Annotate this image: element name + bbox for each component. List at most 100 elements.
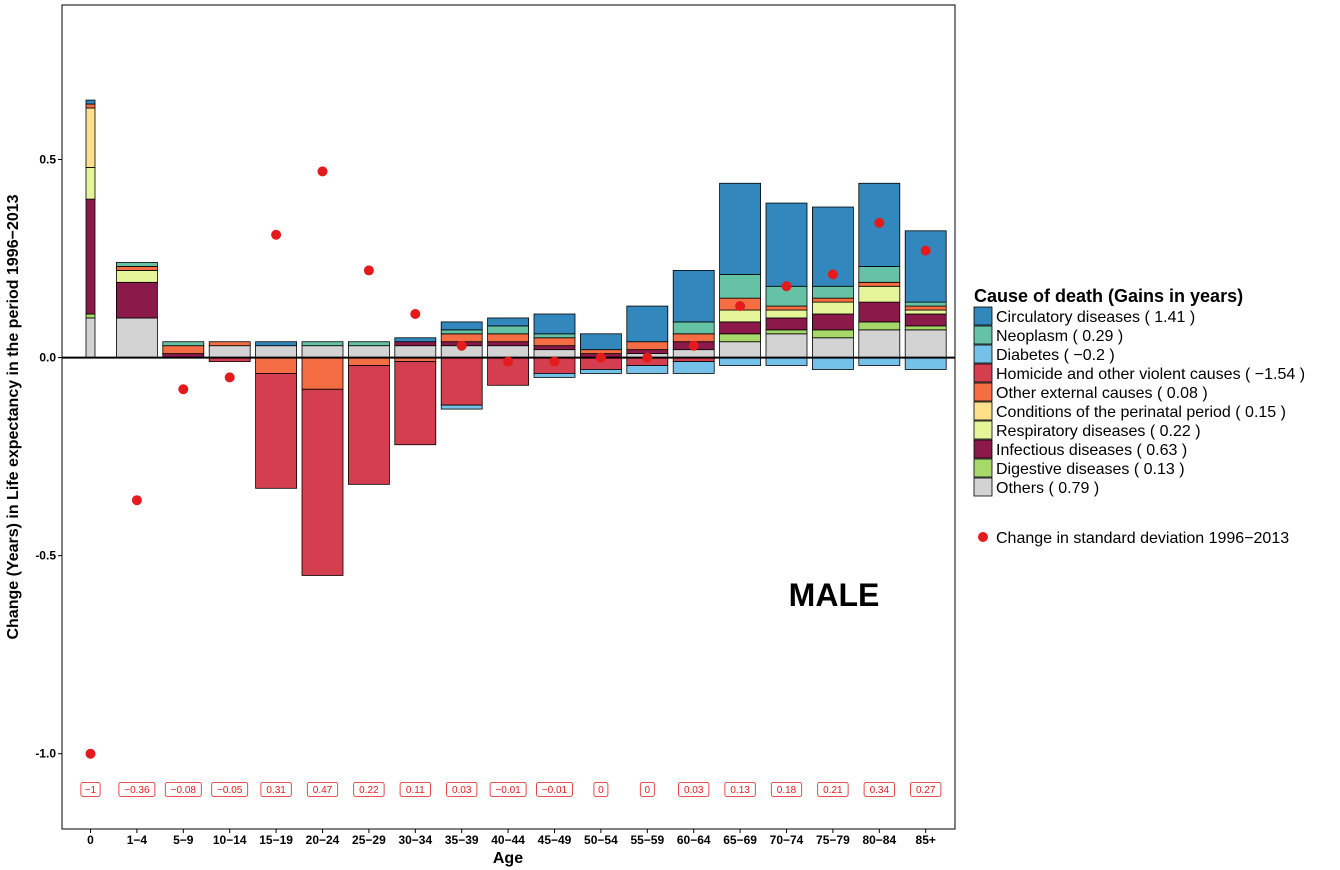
- legend-point: [978, 532, 988, 542]
- legend-label: Conditions of the perinatal period ( 0.1…: [996, 404, 1286, 421]
- sd-label-10-14: −0.05: [211, 781, 249, 797]
- bar-other-external-causes-60-64: [672, 333, 715, 343]
- bar-diabetes-60-64: [672, 361, 715, 374]
- bar-digestive-diseases-75-79: [812, 329, 854, 339]
- sd-point-20-24: [317, 166, 328, 177]
- sd-label-25-29: 0.22: [353, 781, 385, 797]
- sd-label-55-59: 0: [639, 781, 655, 797]
- sd-point-0: [85, 748, 96, 759]
- legend: Cause of death (Gains in years) Circulat…: [973, 286, 1305, 547]
- sd-label-1-4: −0.36: [118, 781, 156, 797]
- y-tick-label: -0.5: [35, 549, 56, 563]
- bar-others-80-84: [858, 329, 901, 358]
- sd-label-text: −0.36: [124, 785, 150, 796]
- x-tick-label: 0: [87, 833, 94, 847]
- sd-point-25-29: [363, 265, 374, 276]
- bar-diabetes-75-79: [812, 357, 854, 370]
- bar-other-external-causes-5-9: [162, 345, 205, 355]
- legend-swatch: [973, 344, 993, 364]
- bar-diabetes-70-74: [765, 357, 808, 366]
- sd-point-60-64: [688, 340, 699, 351]
- legend-label: Diabetes ( −0.2 ): [996, 347, 1115, 364]
- sd-point-1-4: [131, 495, 142, 506]
- bar-other-external-causes-70-74: [765, 305, 808, 311]
- legend-swatch: [973, 458, 993, 478]
- bar-others-20-24: [301, 345, 344, 358]
- bar-circulatory-diseases-85: [904, 230, 947, 303]
- sd-label-box: [399, 781, 431, 797]
- bar-diabetes-65-69: [719, 357, 761, 366]
- sd-label-65-69: 0.13: [724, 781, 756, 797]
- sd-point-layer: [85, 166, 931, 759]
- bar-neoplasm-5-9: [162, 341, 205, 347]
- sd-label-text: 0.18: [777, 785, 797, 796]
- x-tick-label: 1−4: [127, 833, 148, 847]
- bar-other-external-causes-55-59: [626, 341, 669, 351]
- bar-others-45-49: [533, 349, 576, 358]
- legend-swatch: [973, 439, 993, 459]
- sd-label-box: [593, 781, 609, 797]
- sd-label-text: 0.22: [359, 785, 379, 796]
- sd-label-text: 0: [598, 785, 604, 796]
- legend-item-digestive-diseases: Digestive diseases ( 0.13 ): [973, 458, 1185, 478]
- bar-conditions-of-the-perinatal-period-0: [85, 107, 96, 168]
- bar-neoplasm-40-44: [487, 325, 530, 335]
- sd-point-30-34: [410, 309, 421, 319]
- sd-point-55-59: [642, 352, 653, 363]
- bar-infectious-diseases-85: [904, 313, 947, 327]
- sd-label-50-54: 0: [593, 781, 609, 797]
- bar-circulatory-diseases-40-44: [487, 317, 530, 327]
- x-tick-label: 85+: [916, 833, 936, 847]
- y-axis-title: Change (Years) in Life expectancy in the…: [5, 194, 22, 639]
- legend-item-neoplasm: Neoplasm ( 0.29 ): [973, 325, 1123, 345]
- sd-label-text: −0.08: [171, 785, 197, 796]
- bar-diabetes-35-39: [440, 404, 483, 410]
- y-tick-label: -1.0: [35, 747, 56, 761]
- legend-swatch: [973, 477, 993, 497]
- bar-circulatory-diseases-0: [85, 99, 96, 105]
- x-tick-label: 35−39: [445, 833, 479, 847]
- legend-label: Homicide and other violent causes ( −1.5…: [996, 366, 1305, 383]
- sd-label-text: −0.01: [495, 785, 521, 796]
- bar-neoplasm-75-79: [812, 285, 854, 299]
- legend-label: Others ( 0.79 ): [996, 480, 1099, 497]
- legend-item-conditions-of-the-perinatal-period: Conditions of the perinatal period ( 0.1…: [973, 401, 1286, 421]
- legend-label: Respiratory diseases ( 0.22 ): [996, 423, 1201, 440]
- legend-item-respiratory-diseases: Respiratory diseases ( 0.22 ): [973, 420, 1201, 440]
- sd-label-box: [678, 781, 710, 797]
- legend-item-homicide-and-other-violent-causes: Homicide and other violent causes ( −1.5…: [973, 363, 1305, 383]
- sd-label-text: −0.01: [542, 785, 568, 796]
- bar-digestive-diseases-65-69: [719, 333, 761, 343]
- x-tick-label: 75−79: [816, 833, 850, 847]
- bar-circulatory-diseases-35-39: [440, 321, 483, 331]
- bar-other-external-causes-35-39: [440, 333, 483, 343]
- bar-others-0: [85, 317, 96, 358]
- x-tick-label: 80−84: [862, 833, 896, 847]
- bar-other-external-causes-80-84: [858, 281, 901, 287]
- sd-label-70-74: 0.18: [770, 781, 803, 797]
- sd-label-40-44: −0.01: [489, 781, 527, 797]
- sd-label-box: [353, 781, 385, 797]
- bar-others-10-14: [208, 345, 251, 358]
- x-tick-label: 15−19: [259, 833, 293, 847]
- bar-others-70-74: [765, 333, 808, 358]
- sd-label-35-39: 0.03: [446, 781, 478, 797]
- sd-label-text: 0.13: [730, 785, 750, 796]
- sd-point-45-49: [549, 356, 560, 367]
- sd-label-box: [770, 781, 803, 797]
- sd-label-box: [639, 781, 655, 797]
- bar-infectious-diseases-30-34: [394, 341, 437, 347]
- sd-label-0: −1: [80, 781, 101, 797]
- sd-label-text: −0.05: [217, 785, 243, 796]
- x-tick-label: 70−74: [770, 833, 804, 847]
- bar-infectious-diseases-0: [85, 198, 96, 315]
- bar-other-external-causes-45-49: [533, 337, 576, 347]
- bar-infectious-diseases-65-69: [719, 321, 761, 335]
- bar-respiratory-diseases-1-4: [116, 270, 158, 283]
- bar-other-external-causes-10-14: [208, 341, 251, 347]
- bar-infectious-diseases-80-84: [858, 301, 901, 323]
- bar-infectious-diseases-1-4: [116, 281, 158, 319]
- bar-respiratory-diseases-65-69: [719, 309, 761, 323]
- x-tick-label: 20−24: [306, 833, 340, 847]
- bar-others-30-34: [394, 345, 437, 358]
